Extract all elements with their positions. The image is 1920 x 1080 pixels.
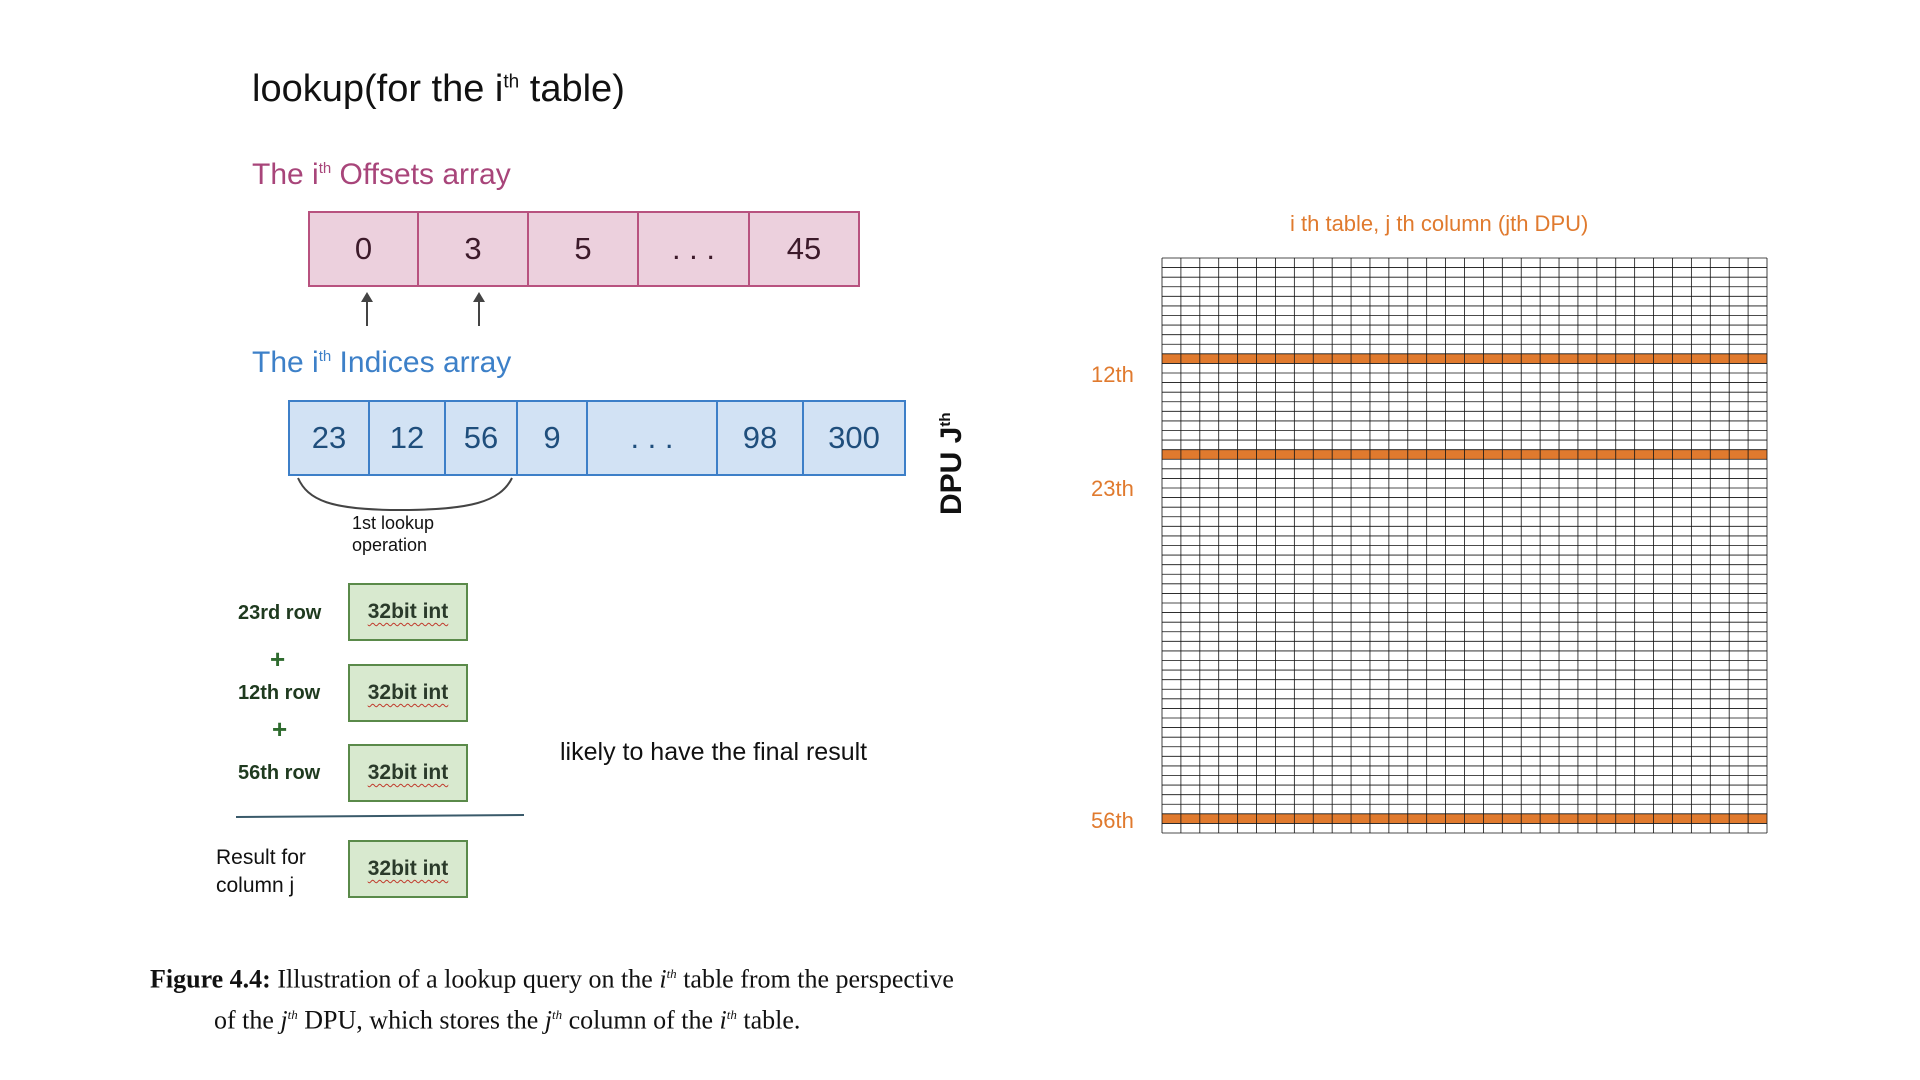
int-box: 32bit int	[348, 664, 468, 722]
lookup-brace-icon	[297, 477, 513, 512]
dpu-column-grid	[1161, 257, 1768, 834]
offset-cell: . . .	[639, 213, 750, 285]
plus-sign: +	[270, 644, 286, 674]
brace-note: 1st lookup operation	[352, 513, 435, 555]
plus-sign: +	[272, 714, 288, 744]
figure-caption: Figure 4.4: Illustration of a lookup que…	[150, 964, 954, 1035]
sum-line	[235, 814, 525, 818]
index-cell: 12	[370, 402, 446, 474]
indices-array: 23 12 56 9 . . . 98 300	[288, 400, 906, 476]
likely-note: likely to have the final result	[560, 738, 868, 766]
dpu-label: DPU Jth	[935, 412, 968, 515]
page-title: lookup(for the ith table)	[252, 68, 625, 110]
offset-cell: 5	[529, 213, 639, 285]
grid-row-label: 23th	[1091, 476, 1134, 501]
offset-cell: 0	[310, 213, 419, 285]
offset-arrows	[361, 292, 485, 326]
index-cell: 300	[828, 420, 880, 455]
row-label: 23rd row	[238, 602, 322, 624]
index-cell: . . .	[588, 402, 718, 474]
row-label: 56th row	[238, 762, 321, 784]
result-int-box: 32bit int	[348, 840, 468, 898]
index-cell: 9	[518, 402, 588, 474]
up-arrow-icon	[361, 292, 373, 326]
int-box: 32bit int	[348, 744, 468, 802]
offset-cell: 45	[786, 231, 822, 266]
int-box: 32bit int	[348, 583, 468, 641]
grid-row-label: 12th	[1091, 362, 1134, 387]
offsets-array-title: The ith Offsets array	[252, 158, 511, 191]
offsets-array: 0 3 5 . . . 45	[308, 211, 860, 287]
offset-cell: 3	[419, 213, 529, 285]
figure-label: Figure 4.4:	[150, 964, 271, 994]
index-cell: 23	[290, 402, 370, 474]
indices-array-title: The ith Indices array	[252, 346, 512, 379]
index-cell: 56	[446, 402, 518, 474]
up-arrow-icon	[473, 292, 485, 326]
grid-row-label: 56th	[1091, 808, 1134, 833]
result-label: Result for column j	[216, 846, 306, 897]
row-label: 12th row	[238, 682, 321, 704]
index-cell: 98	[718, 402, 804, 474]
grid-title: i th table, j th column (jth DPU)	[1290, 211, 1589, 236]
